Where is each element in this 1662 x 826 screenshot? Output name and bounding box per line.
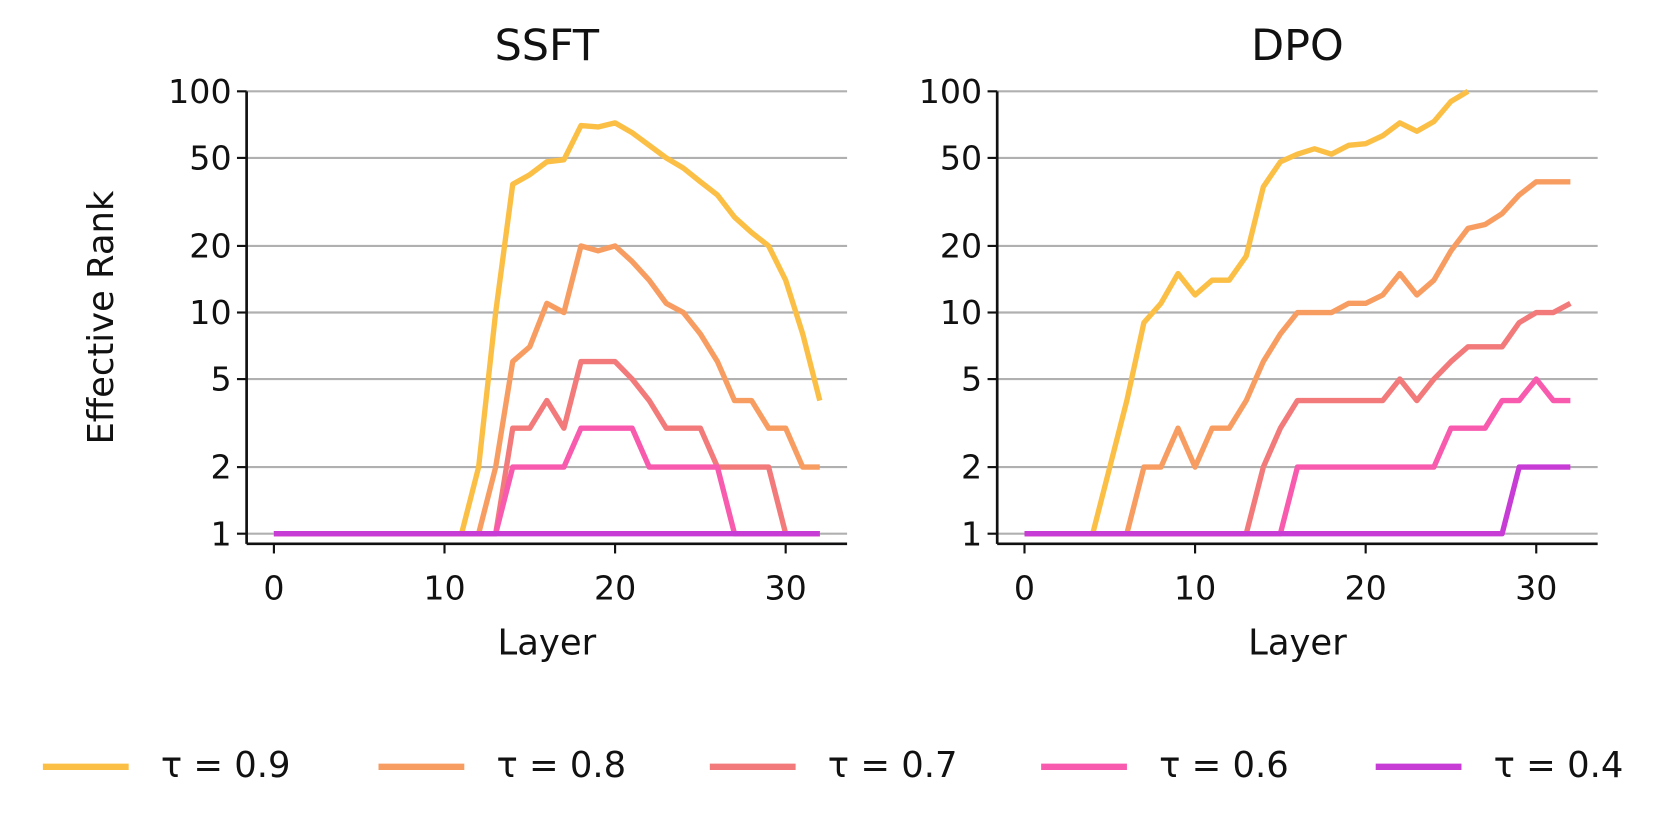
y-tick-label: 5	[961, 360, 982, 399]
y-axis-label: Effective Rank	[81, 190, 122, 444]
x-tick-label: 0	[1014, 568, 1035, 607]
legend-label: τ = 0.7	[828, 745, 958, 786]
x-tick-label: 10	[1174, 568, 1216, 607]
x-tick-label: 10	[423, 568, 465, 607]
series-line	[273, 425, 820, 537]
y-tick-label: 50	[189, 139, 231, 178]
legend-label: τ = 0.8	[496, 745, 626, 786]
y-tick-label: 100	[168, 72, 231, 111]
chart-title: DPO	[1251, 21, 1344, 71]
legend-label: τ = 0.9	[161, 745, 291, 786]
y-tick-label: 2	[210, 448, 231, 487]
x-tick-label: 20	[594, 568, 636, 607]
y-tick-label: 5	[210, 360, 231, 399]
x-tick-label: 0	[263, 568, 284, 607]
x-axis-label: Layer	[1248, 623, 1347, 664]
series-line	[1024, 89, 1470, 537]
y-tick-label: 20	[940, 227, 982, 266]
x-tick-label: 30	[765, 568, 807, 607]
legend-label: τ = 0.4	[1494, 745, 1624, 786]
y-tick-label: 20	[189, 227, 231, 266]
legend-label: τ = 0.6	[1159, 745, 1289, 786]
y-tick-label: 100	[919, 72, 982, 111]
y-tick-label: 2	[961, 448, 982, 487]
y-tick-label: 10	[189, 293, 231, 332]
chart-title: SSFT	[495, 21, 600, 71]
x-tick-label: 20	[1345, 568, 1387, 607]
series-line	[1024, 464, 1571, 537]
x-tick-label: 30	[1515, 568, 1557, 607]
y-tick-label: 10	[940, 293, 982, 332]
series-line	[273, 243, 820, 537]
series-line	[273, 120, 823, 537]
y-tick-label: 1	[210, 514, 231, 553]
y-tick-label: 1	[961, 514, 982, 553]
x-axis-label: Layer	[498, 623, 597, 664]
series-line	[273, 358, 820, 537]
y-tick-label: 50	[940, 139, 982, 178]
